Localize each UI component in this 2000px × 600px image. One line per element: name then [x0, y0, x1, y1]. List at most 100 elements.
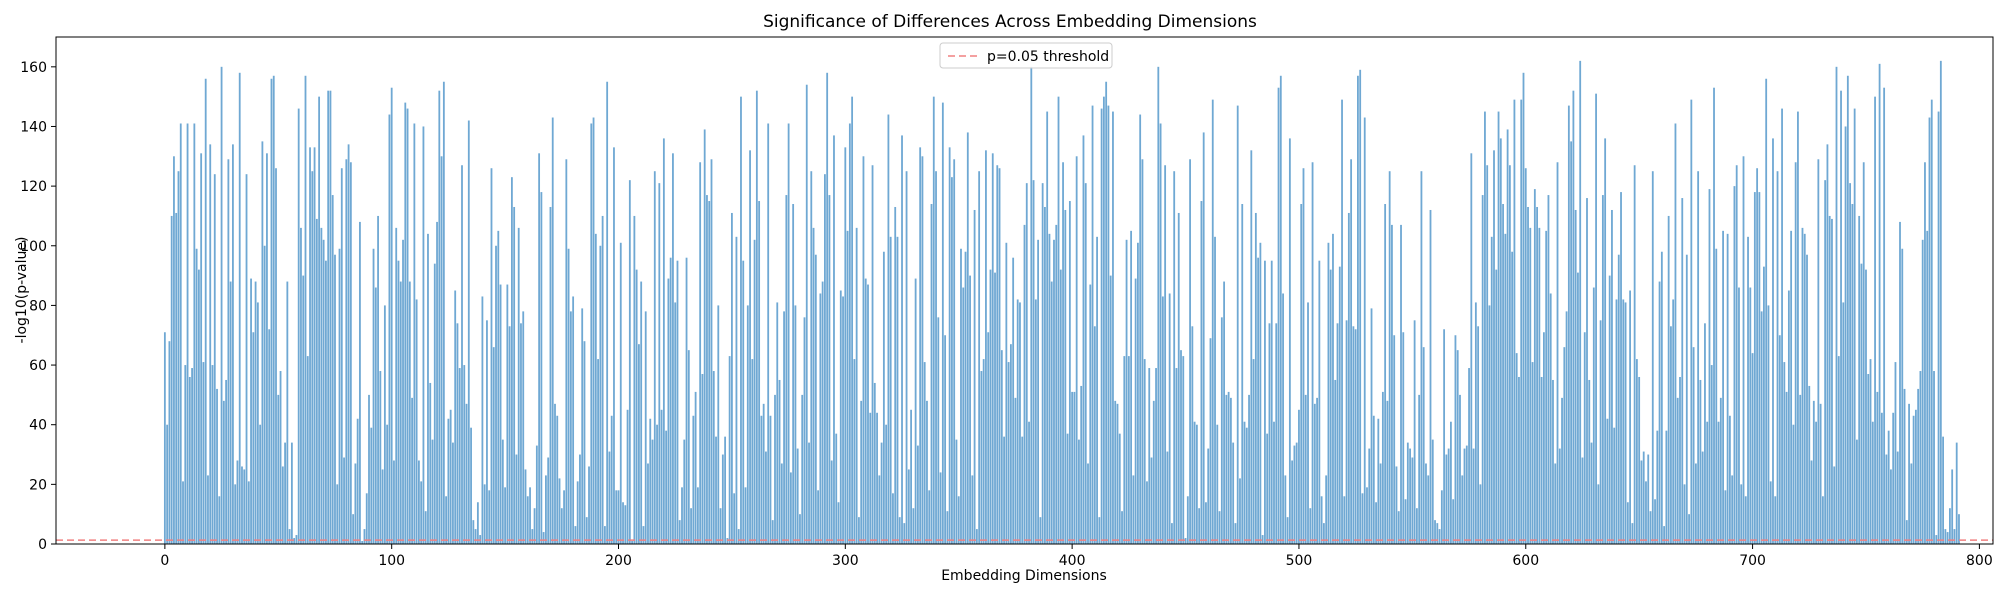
bar — [1642, 451, 1645, 544]
bar — [1264, 260, 1266, 544]
bar — [964, 251, 967, 545]
bar — [1336, 323, 1339, 544]
bar — [728, 356, 731, 544]
bar — [966, 132, 969, 544]
bar — [1828, 215, 1831, 544]
bar — [1874, 96, 1876, 545]
bar — [864, 278, 867, 544]
bar — [694, 391, 697, 544]
bar — [858, 517, 860, 544]
bar — [188, 376, 191, 544]
bar — [1763, 266, 1765, 544]
x-axis-label: Embedding Dimensions — [941, 568, 1107, 584]
bar — [313, 147, 316, 544]
bar — [774, 394, 776, 544]
bar — [919, 147, 922, 544]
bar — [177, 171, 180, 544]
bar — [1949, 508, 1951, 544]
bar — [411, 397, 413, 544]
bar — [778, 379, 781, 544]
bar — [1436, 523, 1439, 544]
bar — [191, 368, 193, 544]
bar — [1329, 269, 1332, 544]
bar — [574, 526, 577, 544]
bar — [617, 490, 620, 544]
bar — [327, 90, 330, 545]
bar — [1810, 460, 1813, 544]
bar — [1273, 421, 1275, 544]
bar — [817, 490, 819, 544]
bar — [515, 454, 518, 544]
bar — [1722, 230, 1724, 544]
bar — [1699, 379, 1702, 544]
bar — [631, 541, 634, 544]
bar — [563, 490, 565, 544]
bar — [354, 463, 357, 544]
bar — [1617, 254, 1620, 544]
bar — [1420, 171, 1423, 544]
bar — [1316, 397, 1318, 544]
bar — [1883, 87, 1886, 544]
bar — [288, 529, 291, 544]
bar — [753, 239, 756, 545]
bar — [1320, 496, 1323, 544]
bar — [486, 320, 488, 544]
y-tick-label: 100 — [20, 239, 47, 255]
bar — [1252, 359, 1255, 544]
bar — [222, 400, 225, 544]
bar — [1953, 529, 1956, 544]
bar — [828, 195, 831, 544]
bar — [1234, 523, 1237, 544]
bar — [1543, 332, 1545, 544]
bar — [662, 138, 665, 544]
bar — [1245, 427, 1248, 544]
bar — [1713, 87, 1715, 544]
bar — [547, 457, 550, 544]
x-tick-label: 700 — [1739, 553, 1766, 569]
bar — [1470, 153, 1473, 544]
bar — [456, 323, 459, 544]
bar — [1842, 302, 1845, 544]
bar — [245, 174, 248, 544]
bar — [1799, 394, 1802, 544]
bar — [1402, 332, 1405, 544]
bar — [1624, 302, 1627, 544]
bar — [1681, 198, 1684, 545]
bar — [429, 382, 432, 544]
bar — [1452, 499, 1455, 544]
bar — [1318, 260, 1321, 544]
bar — [1928, 117, 1931, 545]
bar — [1325, 475, 1328, 544]
bar — [1282, 293, 1284, 544]
legend-box — [939, 42, 1113, 69]
bar — [601, 215, 604, 544]
bar — [1105, 81, 1108, 545]
bar — [236, 460, 239, 544]
bar — [1892, 412, 1895, 544]
bar — [254, 281, 257, 544]
bar — [386, 424, 389, 544]
bar — [932, 96, 935, 545]
bar — [1719, 397, 1722, 544]
bar — [1450, 421, 1452, 544]
bar — [1631, 523, 1634, 544]
bar — [1869, 359, 1872, 544]
bar — [1819, 403, 1822, 544]
bar — [880, 442, 883, 544]
bar — [751, 359, 754, 544]
bar — [1141, 159, 1144, 544]
bar — [1692, 347, 1695, 544]
bar — [458, 368, 461, 544]
bar — [635, 269, 638, 544]
bar — [1511, 251, 1514, 545]
bar — [860, 400, 863, 544]
bar — [449, 409, 452, 544]
bar — [433, 263, 436, 544]
bar — [755, 90, 758, 545]
bar — [1946, 532, 1949, 544]
bar — [207, 475, 209, 544]
bar — [238, 72, 241, 544]
bar — [1942, 436, 1944, 544]
bar — [719, 508, 722, 544]
bar — [363, 529, 366, 544]
